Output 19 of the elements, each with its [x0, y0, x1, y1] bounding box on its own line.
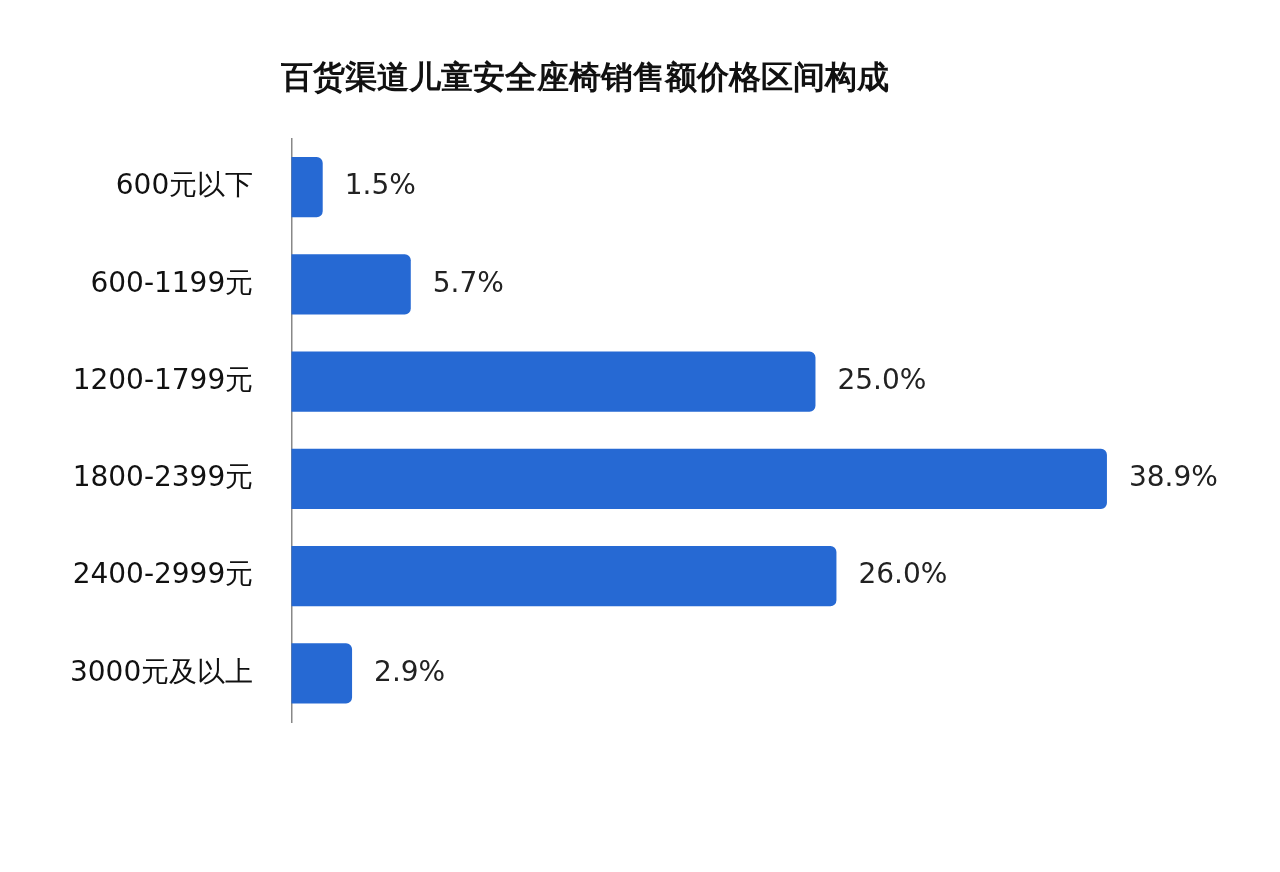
data-label: 2.9%: [374, 654, 446, 688]
chart-title: 百货渠道儿童安全座椅销售额价格区间构成: [280, 57, 889, 96]
bar: [291, 254, 411, 315]
data-label: 5.7%: [432, 265, 504, 299]
y-tick-label: 600-1199元: [90, 265, 254, 299]
data-label: 1.5%: [344, 168, 416, 202]
data-label: 25.0%: [837, 362, 927, 396]
bar: [291, 351, 816, 412]
data-label: 26.0%: [858, 557, 948, 591]
bar: [291, 448, 1107, 509]
bar: [291, 643, 353, 704]
data-label: 38.9%: [1128, 460, 1218, 494]
y-tick-label: 3000元及以上: [69, 654, 254, 688]
y-tick-label: 2400-2999元: [72, 557, 254, 591]
bar: [291, 545, 837, 607]
y-tick-label: 1800-2399元: [72, 460, 254, 494]
bar: [291, 156, 323, 218]
y-tick-label: 1200-1799元: [72, 362, 254, 396]
y-tick-label: 600元以下: [115, 168, 254, 202]
